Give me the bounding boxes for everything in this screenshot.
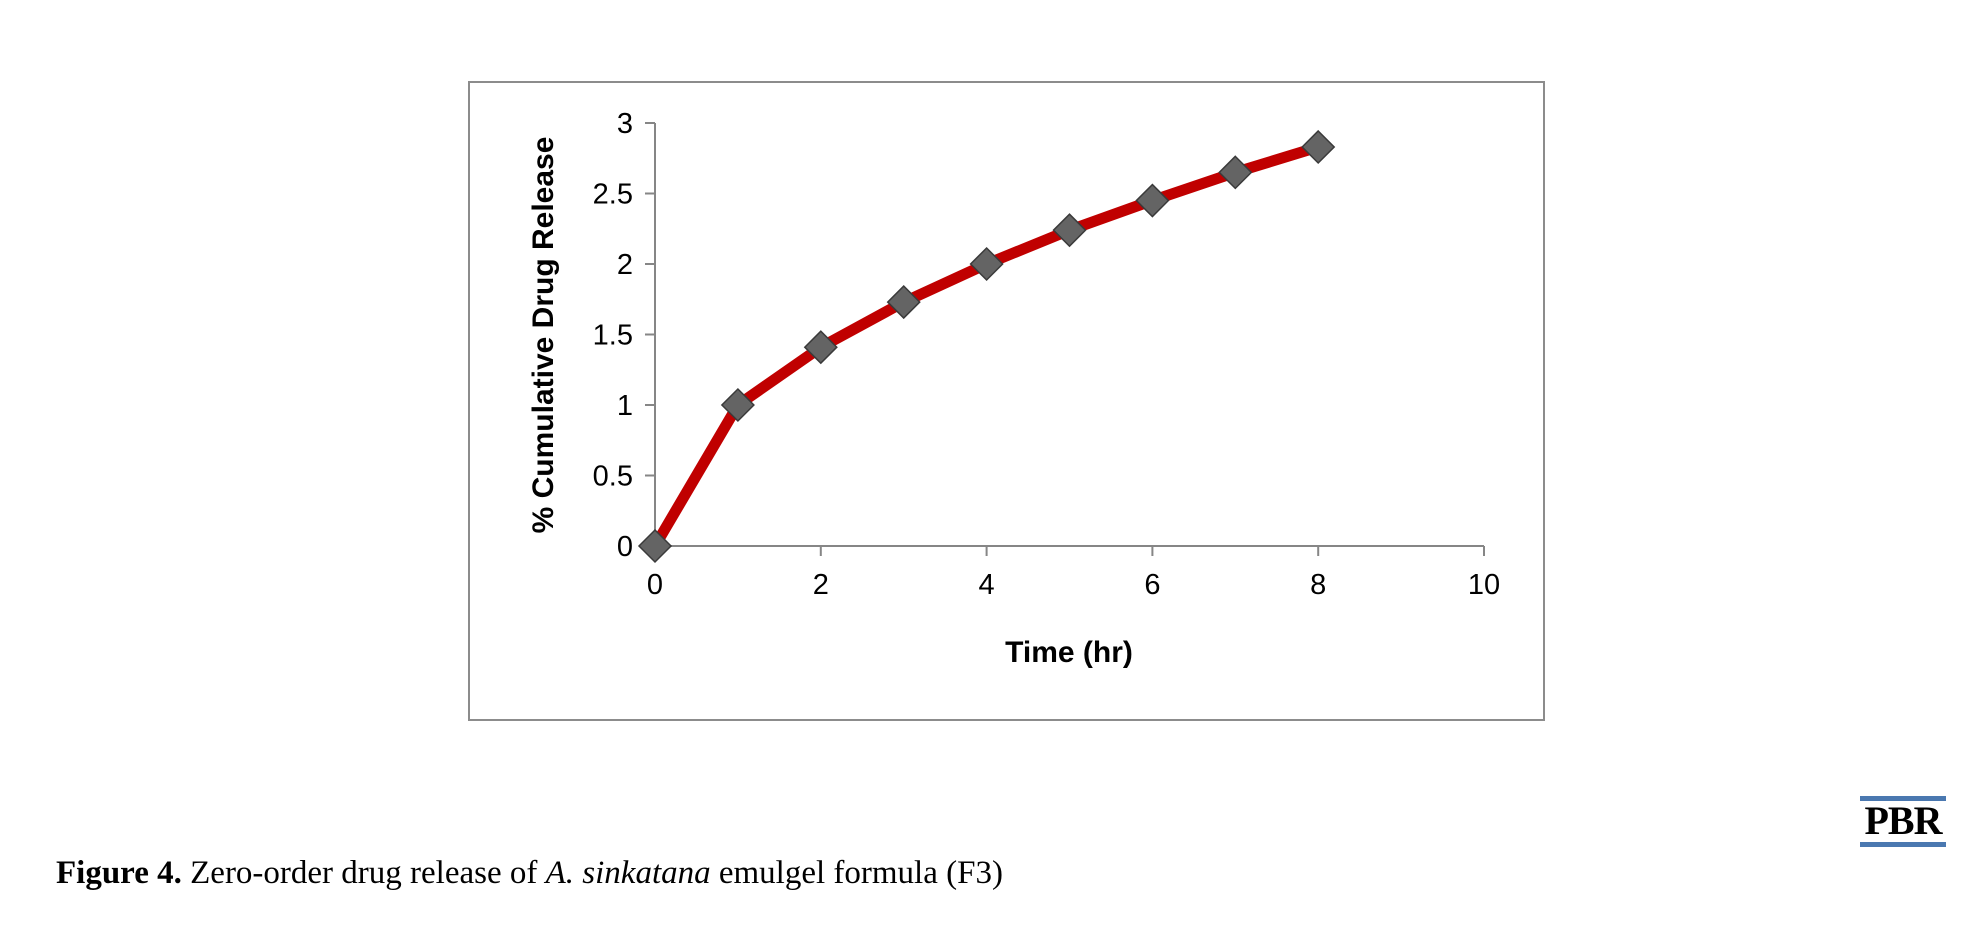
y-tick-label: 1.5	[593, 320, 633, 352]
x-axis-title: Time (hr)	[1005, 636, 1133, 669]
logo-bar-top	[1860, 796, 1946, 801]
data-point-marker	[803, 330, 838, 365]
x-tick-label: 2	[813, 569, 829, 601]
caption-text-before: Zero-order drug release of	[181, 855, 546, 891]
logo-bar-bottom	[1860, 842, 1946, 847]
data-point-marker	[1301, 129, 1336, 165]
y-tick-label: 0.5	[593, 461, 633, 493]
data-point-marker	[1135, 183, 1170, 218]
x-tick-label: 10	[1468, 569, 1500, 601]
y-tick-label: 3	[617, 108, 633, 140]
caption-label: Figure 4.	[56, 855, 182, 891]
data-point-marker	[720, 387, 755, 423]
data-point-marker	[886, 285, 921, 320]
data-point-marker	[1052, 213, 1087, 248]
caption-text-after: emulgel formula (F3)	[710, 855, 1003, 891]
chart-frame	[468, 81, 1545, 721]
axes: 0 0.5 1 1.5 2 2.5 3 0 2 4 6 8 10	[593, 108, 1500, 601]
y-tick-label: 2	[617, 249, 633, 281]
y-axis-title: % Cumulative Drug Release	[527, 137, 560, 534]
figure-caption: Figure 4. Zero-order drug release of A. …	[56, 855, 1003, 892]
journal-logo: PBR	[1860, 796, 1946, 848]
x-tick-label: 6	[1144, 569, 1160, 601]
x-tick-label: 8	[1310, 569, 1326, 601]
y-tick-label: 1	[617, 390, 633, 422]
x-tick-label: 4	[979, 569, 995, 601]
logo-text: PBR	[1864, 798, 1943, 843]
y-tick-label: 0	[617, 531, 633, 563]
data-point-marker	[1218, 155, 1253, 190]
series-layer	[637, 129, 1336, 564]
data-point-marker	[637, 528, 673, 564]
caption-species: A. sinkatana	[545, 855, 711, 891]
x-tick-label: 0	[647, 569, 663, 601]
data-point-marker	[969, 246, 1004, 282]
y-tick-label: 2.5	[593, 179, 633, 211]
